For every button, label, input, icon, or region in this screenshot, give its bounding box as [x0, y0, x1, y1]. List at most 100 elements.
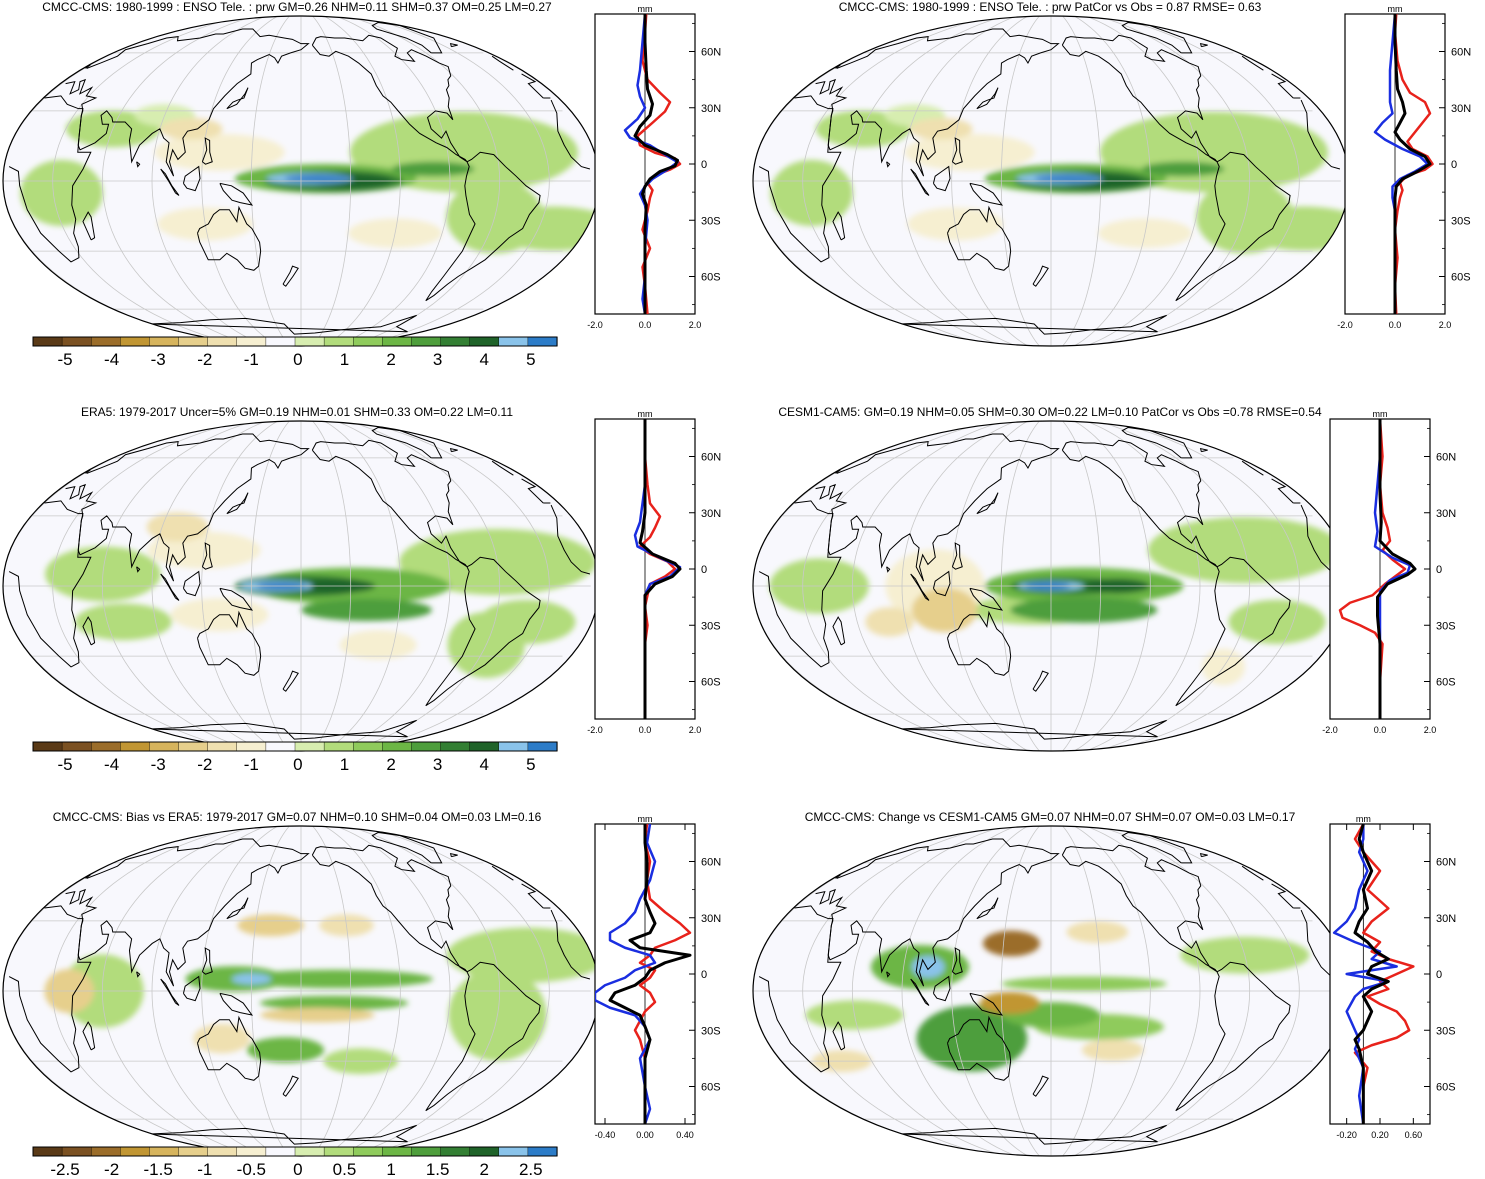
- panel-title: CMCC-CMS: 1980-1999 : ENSO Tele. : prw G…: [42, 0, 552, 14]
- panel-title: CESM1-CAM5: GM=0.19 NHM=0.05 SHM=0.30 OM…: [778, 405, 1322, 419]
- colorbar-label: -1: [244, 755, 259, 774]
- colorbar-swatch: [236, 741, 267, 752]
- panel-4: CESM1-CAM5: GM=0.19 NHM=0.05 SHM=0.30 OM…: [752, 405, 1456, 752]
- colorbar-swatch: [236, 336, 267, 347]
- lat-tick-label: 0: [701, 969, 707, 981]
- field-blob: [193, 1023, 251, 1054]
- field-blob: [1141, 161, 1225, 177]
- colorbar-swatch: [207, 741, 238, 752]
- colorbar-label: -2.5: [50, 1160, 79, 1179]
- panel-3: ERA5: 1979-2017 Uncer=5% GM=0.19 NHM=0.0…: [2, 405, 721, 774]
- field-blob: [237, 914, 305, 937]
- zonal-unit-label: mm: [1356, 814, 1371, 824]
- zonal-x-tick-label: 2.0: [689, 320, 702, 330]
- lat-tick-label: 0: [1436, 564, 1442, 576]
- panel-1: CMCC-CMS: 1980-1999 : ENSO Tele. : prw G…: [2, 0, 721, 369]
- colorbar-label: 0.5: [333, 1160, 357, 1179]
- field-blob: [909, 117, 973, 140]
- colorbar-label: -4: [104, 350, 119, 369]
- colorbar-label: -1.5: [144, 1160, 173, 1179]
- colorbar-swatch: [353, 1146, 383, 1157]
- zonal-unit-label: mm: [638, 409, 653, 419]
- colorbar-label: 0: [293, 350, 302, 369]
- colorbar-swatch: [498, 741, 529, 752]
- lat-tick-label: 30N: [1451, 103, 1471, 115]
- colorbar-swatch: [411, 1146, 442, 1157]
- lat-tick-label: 60S: [1436, 1082, 1456, 1094]
- panel-title: CMCC-CMS: 1980-1999 : ENSO Tele. : prw P…: [839, 0, 1262, 14]
- colorbar-label: 3: [433, 755, 442, 774]
- colorbar-swatch: [265, 741, 296, 752]
- lat-tick-label: 60N: [1451, 47, 1471, 59]
- field-blob: [1228, 599, 1326, 644]
- zonal-curve-blue: [1332, 824, 1398, 1124]
- colorbar-swatch: [265, 336, 296, 347]
- colorbar-swatch: [120, 336, 151, 347]
- field-blob: [865, 607, 914, 637]
- field-blob: [339, 630, 417, 660]
- zonal-x-tick-label: 0.0: [1374, 725, 1387, 735]
- lat-tick-label: 60S: [701, 272, 721, 284]
- colorbar-label: 2: [479, 1160, 488, 1179]
- colorbar-label: 2: [386, 350, 395, 369]
- colorbar-label: -3: [151, 755, 166, 774]
- zonal-curve-black: [1393, 14, 1432, 314]
- zonal-x-tick-label: -2.0: [1322, 725, 1338, 735]
- colorbar-swatch: [498, 1146, 529, 1157]
- field-blob: [159, 117, 223, 140]
- colorbar-swatch: [120, 741, 151, 752]
- lat-tick-label: 60N: [701, 452, 721, 464]
- field-blob: [982, 930, 1040, 957]
- zonal-curve-black: [633, 14, 679, 314]
- zonal-x-tick-label: 2.0: [1424, 725, 1437, 735]
- lat-tick-label: 30N: [701, 508, 721, 520]
- field-blob: [146, 512, 209, 542]
- lat-tick-label: 0: [701, 159, 707, 171]
- lat-tick-label: 60S: [701, 1082, 721, 1094]
- zonal-curve-blue: [1373, 419, 1412, 719]
- zonal-curve-black: [1353, 824, 1390, 1124]
- lat-tick-label: 60N: [701, 47, 721, 59]
- global-map: [753, 826, 1349, 1156]
- field-blob: [980, 992, 1040, 1015]
- lat-tick-label: 0: [1451, 159, 1457, 171]
- colorbar-swatch: [91, 741, 121, 752]
- lat-tick-label: 30S: [1436, 1025, 1456, 1037]
- zonal-mean-panel: mm 60N 30N 0 30S 60S -2.0 0.0 2.0: [587, 409, 721, 735]
- colorbar-label: 5: [526, 755, 535, 774]
- zonal-x-tick-label: 0.0: [639, 320, 652, 330]
- colorbar-label: 1: [386, 1160, 395, 1179]
- zonal-curves: [1338, 419, 1417, 719]
- colorbar-swatch: [294, 741, 325, 752]
- lat-tick-label: 60S: [701, 677, 721, 689]
- lat-tick-label: 60S: [1436, 677, 1456, 689]
- zonal-x-tick-label: -2.0: [587, 725, 603, 735]
- colorbar-swatch: [61, 336, 92, 347]
- colorbar-swatch: [353, 741, 383, 752]
- field-blob: [246, 1037, 325, 1063]
- field-blob: [904, 133, 1035, 171]
- colorbar-swatch: [178, 741, 209, 752]
- zonal-x-tick-label: 0.00: [636, 1130, 654, 1140]
- panel-title: ERA5: 1979-2017 Uncer=5% GM=0.19 NHM=0.0…: [81, 405, 513, 419]
- colorbar-swatch: [149, 1146, 180, 1157]
- colorbar-swatch: [149, 336, 180, 347]
- colorbar-swatch: [411, 336, 442, 347]
- colorbar-swatch: [323, 1146, 354, 1157]
- field-blob: [259, 995, 409, 1011]
- zonal-curve-black: [638, 419, 682, 719]
- colorbar-label: -1: [197, 1160, 212, 1179]
- zonal-curves: [633, 419, 682, 719]
- colorbar-swatch: [469, 741, 500, 752]
- coastlines: [758, 426, 1341, 740]
- zonal-curve-red: [1393, 14, 1434, 314]
- zonal-x-tick-label: 0.0: [1389, 320, 1402, 330]
- colorbar-label: -2: [104, 1160, 119, 1179]
- panel-title: CMCC-CMS: Change vs CESM1-CAM5 GM=0.07 N…: [805, 810, 1296, 824]
- zonal-curve-black: [1376, 419, 1417, 719]
- field-blob: [911, 588, 978, 633]
- lat-tick-label: 30S: [1451, 215, 1471, 227]
- colorbar: -5 -4 -3 -2 -1 0 1 2 3 4 5: [32, 336, 558, 369]
- colorbar-swatch: [178, 336, 209, 347]
- colorbar-swatch: [382, 1146, 413, 1157]
